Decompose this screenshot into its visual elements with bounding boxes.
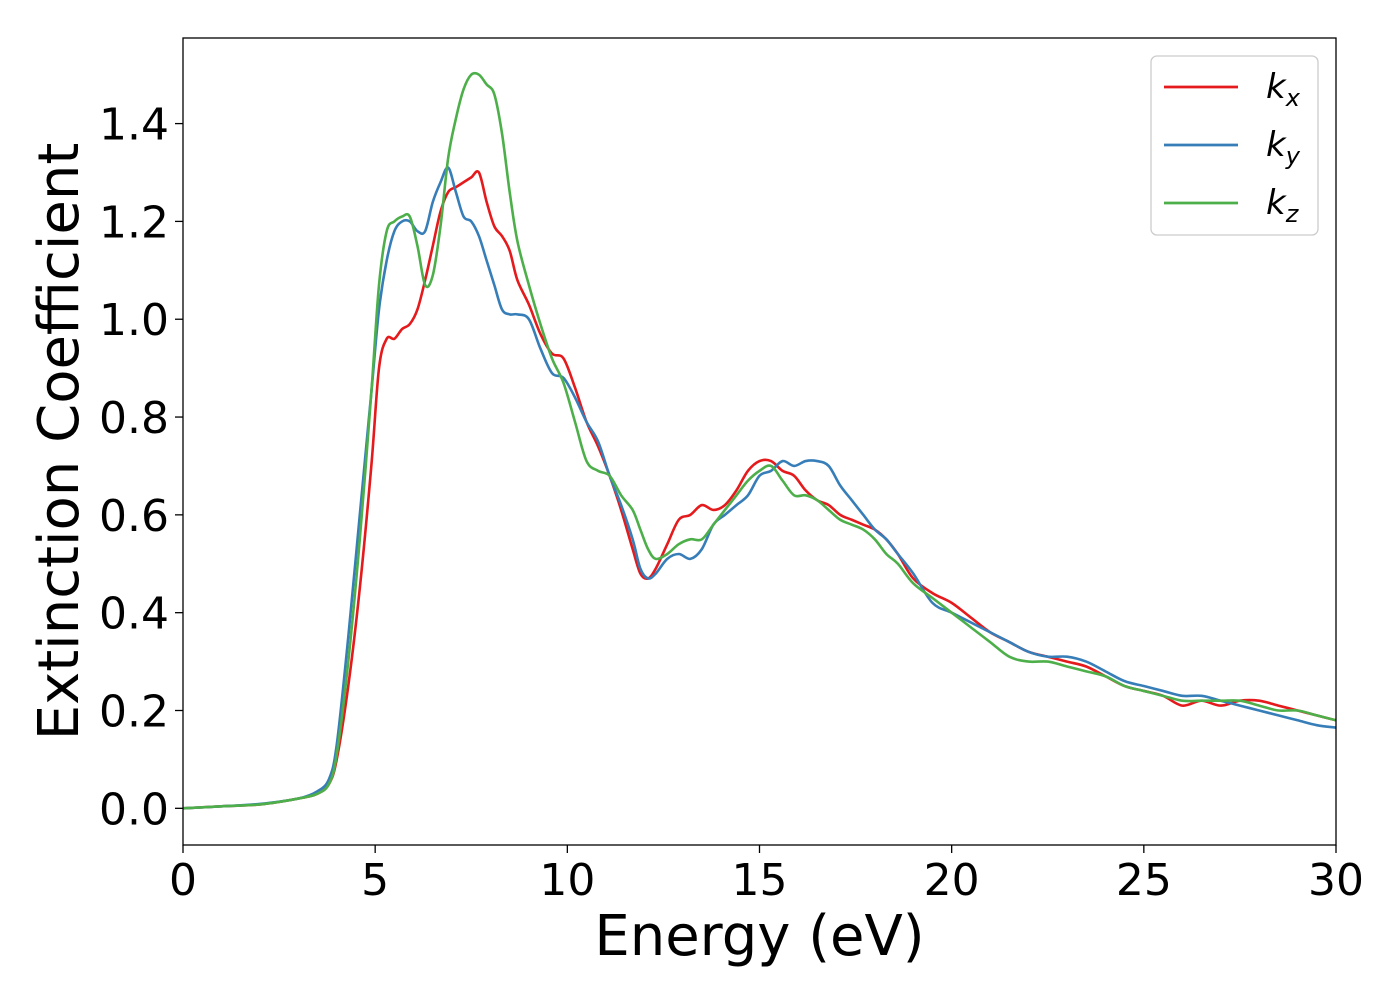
y-tick-label: 1.0	[99, 295, 169, 346]
y-tick-label: 0.6	[99, 491, 169, 542]
y-tick-label: 0.0	[99, 784, 169, 835]
series-line-kx	[183, 170, 1336, 810]
x-axis-ticks: 0 5 10 15 20 25 30	[169, 845, 1364, 906]
y-axis-ticks: 0.0 0.2 0.4 0.6 0.8 1.0 1.2 1.4	[99, 100, 183, 835]
series-line-kz	[183, 71, 1336, 810]
x-tick-label: 15	[732, 855, 788, 906]
y-tick-label: 1.2	[99, 197, 169, 248]
series-layer	[183, 71, 1336, 810]
x-tick-label: 20	[924, 855, 980, 906]
y-tick-label: 1.4	[99, 100, 169, 151]
x-tick-label: 5	[361, 855, 389, 906]
y-tick-label: 0.8	[99, 393, 169, 444]
y-axis-label: Extinction Coefficient	[27, 143, 92, 741]
x-tick-label: 0	[169, 855, 197, 906]
x-tick-label: 30	[1308, 855, 1364, 906]
y-tick-label: 0.4	[99, 589, 169, 640]
x-tick-label: 10	[539, 855, 595, 906]
series-line-ky	[183, 166, 1336, 810]
x-axis-label: Energy (eV)	[594, 904, 924, 969]
y-tick-label: 0.2	[99, 687, 169, 738]
x-tick-label: 25	[1116, 855, 1172, 906]
